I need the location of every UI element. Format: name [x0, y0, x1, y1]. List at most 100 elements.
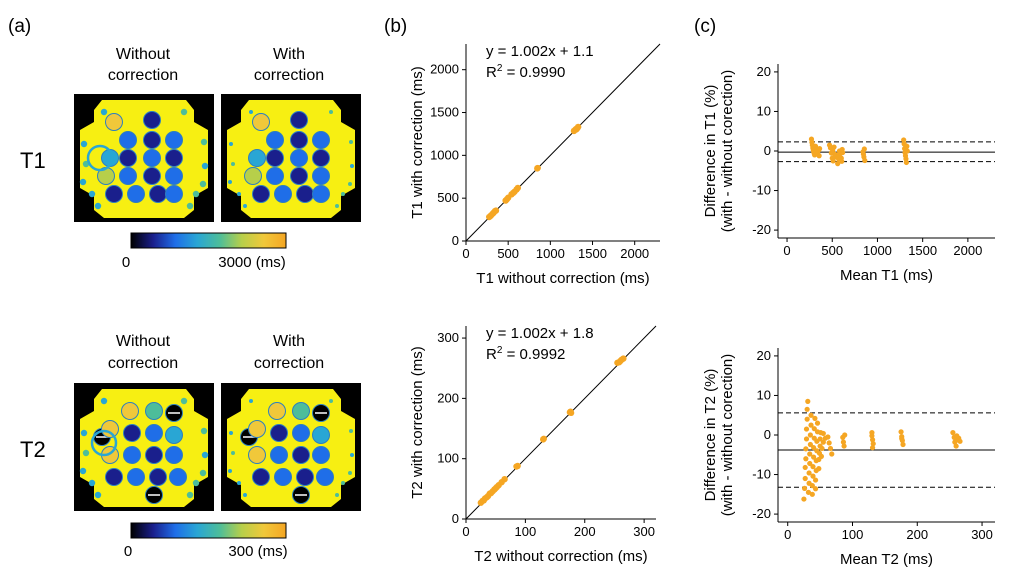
x-tick-label: 0: [783, 243, 790, 258]
data-point: [861, 146, 867, 152]
vial: [165, 149, 183, 167]
noise-speck: [199, 180, 207, 188]
noise-speck: [329, 110, 333, 114]
header-with-line2-t2: correction: [254, 355, 324, 372]
noise-speck: [237, 481, 241, 485]
vial: [312, 167, 330, 185]
vial: [292, 424, 310, 442]
data-point: [957, 438, 963, 444]
noise-speck: [341, 192, 345, 196]
vial: [290, 167, 308, 185]
data-point: [818, 453, 825, 459]
data-point: [809, 483, 815, 489]
artifact-ring: [90, 429, 118, 457]
data-point: [840, 439, 847, 445]
vial: [165, 426, 183, 444]
data-point: [811, 445, 817, 451]
y-tick-label: 10: [757, 103, 771, 118]
x-tick-label: 0: [462, 524, 469, 539]
identity-line: [465, 43, 661, 242]
vial: [165, 185, 183, 203]
y-tick-label: 0: [764, 143, 771, 158]
header-with-line1-t2: With: [273, 333, 305, 350]
noise-speck: [186, 491, 194, 499]
r-squared: R2 = 0.9990: [486, 63, 565, 81]
vial: [248, 446, 266, 464]
x-tick-label: 0: [784, 527, 791, 542]
vial: [143, 111, 161, 129]
vial: [127, 185, 145, 203]
colorbar-t2-max: 300 (ms): [228, 543, 287, 560]
vial: [165, 167, 183, 185]
noise-speck: [201, 162, 209, 170]
vial: [143, 167, 161, 185]
noise-speck: [350, 164, 354, 168]
data-point: [534, 164, 541, 172]
noise-speck: [243, 493, 247, 497]
x-axis-label: Mean T2 (ms): [840, 551, 933, 568]
data-point: [900, 441, 906, 448]
vial: [123, 446, 141, 464]
noise-speck: [335, 493, 339, 497]
data-point: [811, 426, 817, 432]
y-tick-label: 100: [437, 451, 459, 466]
data-point: [831, 144, 837, 150]
data-point: [826, 440, 832, 446]
data-point: [567, 409, 575, 417]
noise-speck: [186, 202, 194, 210]
data-point: [812, 477, 819, 483]
noise-speck: [231, 162, 235, 166]
data-point: [801, 485, 808, 491]
data-point: [816, 466, 822, 472]
noise-speck: [341, 481, 345, 485]
data-point: [805, 398, 811, 404]
noise-speck: [100, 397, 108, 405]
x-tick-label: 100: [515, 524, 537, 539]
regression-equation: y = 1.002x + 1.8: [486, 325, 594, 342]
x-tick-label: 1000: [863, 243, 892, 258]
header-without-line2-t2: correction: [108, 355, 178, 372]
x-tick-label: 2000: [953, 243, 982, 258]
y-tick-label: 1500: [430, 105, 459, 120]
data-point: [827, 445, 834, 452]
vial: [244, 167, 262, 185]
data-point: [904, 148, 910, 154]
t1-map-with-correction: [221, 94, 361, 222]
y-tick-label: 300: [437, 330, 459, 345]
data-point: [540, 435, 547, 442]
vial: [266, 131, 284, 149]
noise-speck: [237, 192, 241, 196]
data-point: [841, 443, 847, 449]
vial: [149, 185, 167, 203]
data-point: [810, 473, 816, 479]
noise-speck: [349, 429, 353, 433]
y-tick-label: -10: [752, 183, 771, 198]
data-point: [812, 415, 818, 421]
y-tick-label: 500: [437, 190, 459, 205]
data-point: [574, 123, 582, 131]
panel-label-b: (b): [384, 16, 407, 37]
vial: [119, 149, 137, 167]
vial: [127, 468, 145, 486]
noise-speck: [229, 142, 233, 146]
data-point: [816, 153, 822, 159]
vial: [296, 468, 314, 486]
data-point: [819, 445, 825, 452]
noise-speck: [249, 399, 253, 403]
y-tick-label: -20: [752, 222, 771, 237]
data-point: [903, 159, 909, 166]
noise-speck: [80, 140, 88, 148]
vial: [312, 149, 330, 167]
noise-speck: [329, 399, 333, 403]
data-point: [830, 158, 836, 164]
data-point: [808, 422, 814, 428]
noise-speck: [100, 108, 108, 116]
data-point: [501, 475, 508, 483]
x-tick-label: 200: [906, 527, 928, 542]
vial: [105, 185, 123, 203]
data-point: [620, 355, 627, 362]
vial: [165, 131, 183, 149]
vial: [312, 131, 330, 149]
data-point: [806, 470, 812, 476]
vial: [252, 113, 270, 131]
